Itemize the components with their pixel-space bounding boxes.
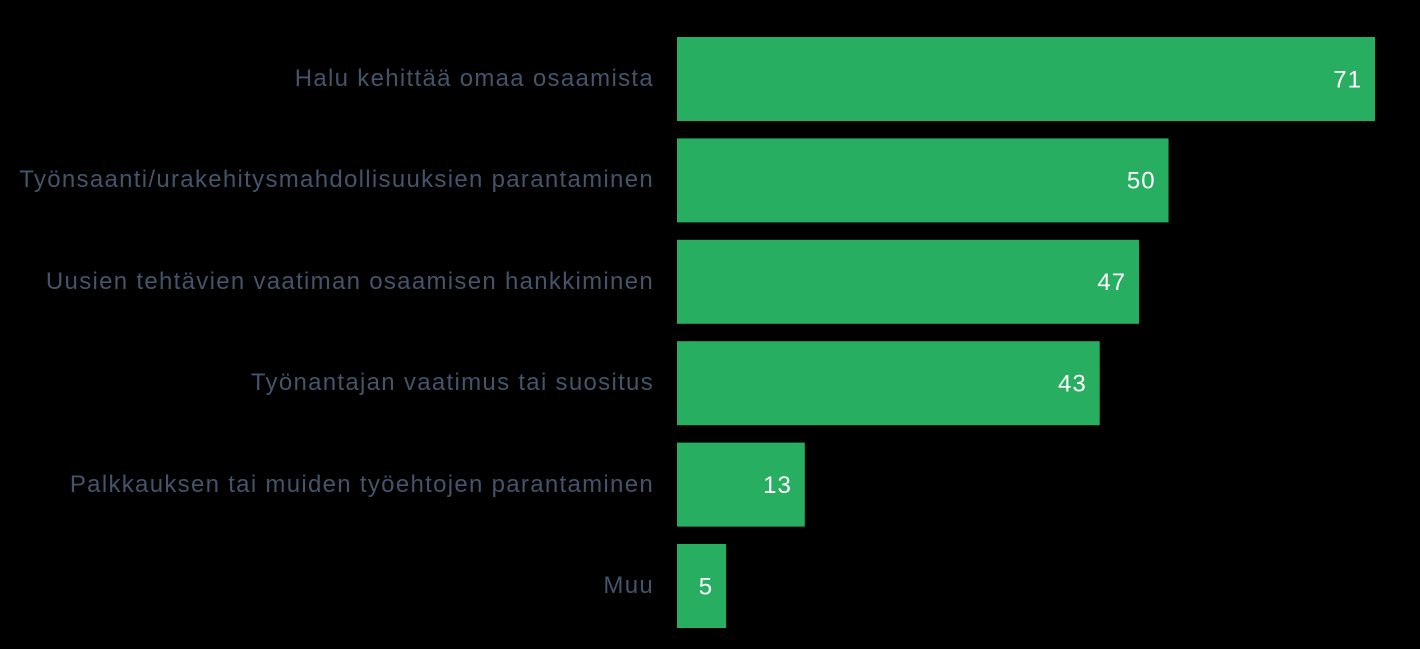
category-label-box: Työnantajan vaatimus tai suositus [0, 368, 654, 398]
category-label-box: Uusien tehtävien vaatiman osaamisen hank… [0, 267, 654, 297]
category-label: Työnsaanti/urakehitysmahdollisuuksien pa… [19, 166, 654, 194]
category-label-box: Halu kehittää omaa osaamista [0, 64, 654, 94]
category-label: Muu [603, 572, 654, 599]
category-label-box: Työnsaanti/urakehitysmahdollisuuksien pa… [0, 165, 654, 195]
category-label-box: Muu [0, 571, 654, 601]
bar [677, 239, 1140, 324]
value-label: 13 [763, 472, 792, 499]
bar [677, 442, 805, 527]
bar [677, 544, 727, 628]
value-label: 71 [1333, 66, 1362, 93]
value-label: 50 [1127, 168, 1156, 195]
category-label: Uusien tehtävien vaatiman osaamisen hank… [45, 267, 654, 295]
category-label: Palkkauksen tai muiden työehtojen parant… [69, 470, 654, 498]
category-label-box: Palkkauksen tai muiden työehtojen parant… [0, 470, 654, 500]
bar [677, 341, 1100, 426]
category-label: Työnantajan vaatimus tai suositus [250, 369, 654, 397]
value-label: 5 [699, 573, 713, 600]
category-label: Halu kehittää omaa osaamista [294, 65, 654, 92]
value-label: 47 [1097, 269, 1126, 296]
bar [677, 37, 1375, 121]
bar [677, 138, 1169, 223]
value-label: 43 [1058, 371, 1087, 398]
